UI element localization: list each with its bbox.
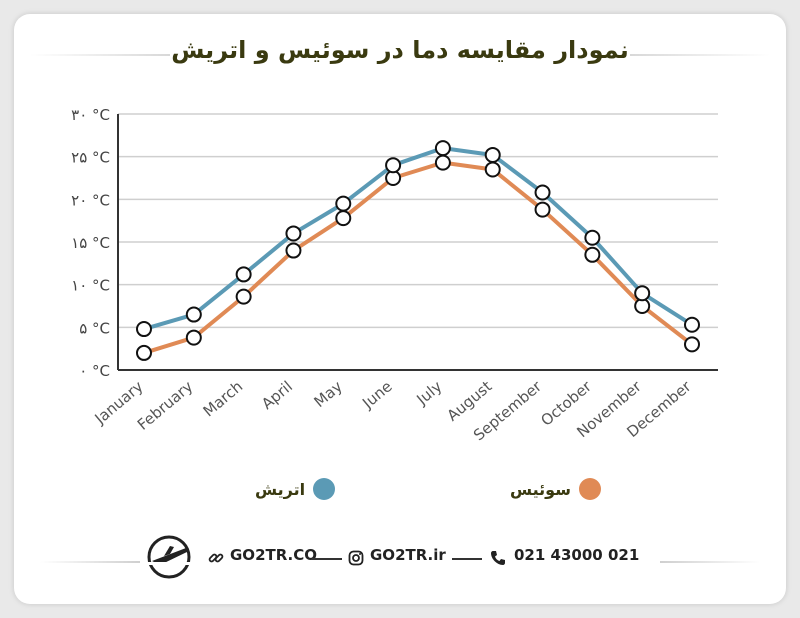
- data-point: [634, 285, 651, 302]
- data-point: [335, 195, 352, 212]
- series-line-0: [143, 146, 694, 331]
- data-point: [136, 344, 152, 361]
- data-point: [684, 316, 700, 333]
- data-point: [335, 210, 352, 227]
- y-tick-label: ۳۰ °C: [71, 106, 110, 124]
- y-tick-label: ۲۰ °C: [71, 191, 110, 209]
- data-point: [484, 161, 501, 178]
- instagram-icon: [348, 550, 364, 566]
- x-tick-label: March: [200, 377, 247, 420]
- legend-swatch-switzerland: [578, 478, 601, 500]
- data-point: [584, 246, 601, 263]
- series-line-1: [143, 160, 694, 355]
- footer-divider-right: [660, 561, 760, 563]
- chart-title: نمودار مقایسه دما در سوئیس و اتریش: [171, 36, 629, 64]
- x-tick-label: April: [258, 377, 296, 413]
- footer-instagram-text: GO2TR.ir: [370, 546, 446, 564]
- footer-separator-1: [312, 558, 342, 560]
- phone-icon: [491, 551, 505, 565]
- x-tick-label: June: [358, 377, 395, 412]
- logo-plane-icon: [146, 535, 192, 579]
- data-point: [534, 201, 551, 218]
- legend-label-austria: اتریش: [255, 479, 306, 499]
- data-point: [534, 184, 551, 201]
- footer-phone-text: 021 43000 021: [514, 546, 640, 564]
- data-point: [484, 146, 501, 163]
- legend-item-austria: اتریش: [255, 478, 336, 500]
- y-tick-label: ۵ °C: [79, 319, 110, 337]
- data-point: [136, 321, 152, 338]
- data-point: [584, 229, 601, 246]
- link-icon: [208, 553, 224, 563]
- legend-swatch-austria: [313, 478, 336, 500]
- data-point: [684, 336, 700, 353]
- data-point: [385, 157, 402, 174]
- legend-label-switzerland: سوئیس: [510, 479, 571, 499]
- data-point: [434, 154, 451, 171]
- data-point: [185, 306, 202, 323]
- y-tick-label: ۱۰ °C: [71, 277, 110, 295]
- data-point: [285, 242, 302, 259]
- chart-card: [14, 14, 786, 604]
- x-tick-label: May: [311, 377, 346, 411]
- data-point: [235, 266, 252, 283]
- data-point: [285, 225, 302, 242]
- y-tick-label: ۲۵ °C: [71, 149, 110, 167]
- footer-site-text: GO2TR.CO: [230, 546, 318, 564]
- y-tick-label: ۱۵ °C: [71, 234, 110, 252]
- data-point: [185, 329, 202, 346]
- x-tick-label: February: [134, 377, 197, 434]
- y-tick-label: ۰ °C: [79, 362, 110, 380]
- x-tick-label: July: [412, 377, 445, 409]
- footer-divider-left: [40, 561, 140, 563]
- data-point: [235, 288, 252, 305]
- footer-separator-2: [452, 558, 482, 560]
- legend-item-switzerland: سوئیس: [510, 478, 601, 500]
- data-point: [434, 140, 451, 157]
- title-divider-left: [30, 54, 170, 56]
